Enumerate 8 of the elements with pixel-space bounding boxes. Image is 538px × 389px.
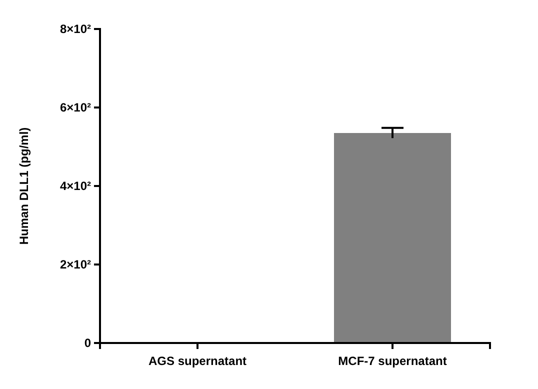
y-tick-label: 0 bbox=[84, 336, 92, 350]
y-tick-label: 8×10² bbox=[60, 22, 91, 36]
y-tick-label: 6×10² bbox=[60, 100, 91, 114]
x-tick-label: MCF-7 supernatant bbox=[338, 354, 447, 368]
y-tick-label: 2×10² bbox=[60, 257, 91, 272]
x-tick-label: AGS supernatant bbox=[148, 354, 247, 368]
y-tick-label: 4×10² bbox=[60, 178, 91, 193]
y-axis-title: Human DLL1 (pg/ml) bbox=[17, 127, 31, 245]
